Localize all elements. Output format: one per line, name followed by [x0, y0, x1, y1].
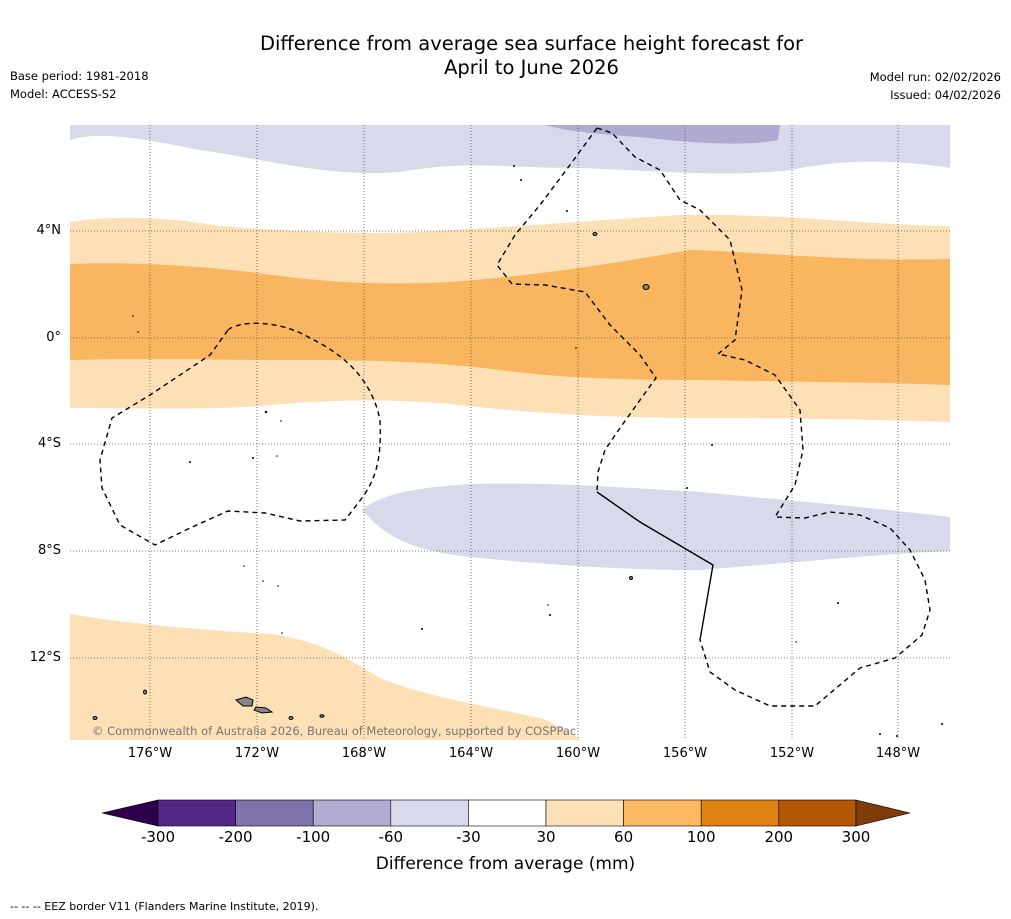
model-name: Model: ACCESS-S2 [10, 87, 117, 101]
title-line-2: April to June 2026 [444, 56, 619, 79]
islands [92, 232, 650, 720]
colorbar-extension-high [855, 799, 911, 827]
base-period: Base period: 1981-2018 [10, 69, 149, 83]
island-savaii [234, 696, 254, 707]
colorbar-bin-4 [390, 799, 469, 827]
lon-label-164w: 164°W [448, 746, 494, 761]
lon-label-168w: 168°W [341, 746, 387, 761]
map-gridlines [70, 125, 950, 740]
negative-anomaly-band-south [362, 483, 950, 570]
eez-border-tuvalu-wallis [99, 322, 382, 546]
lon-label-156w: 156°W [662, 746, 708, 761]
eez-borders [99, 127, 931, 707]
island-upolu [253, 706, 274, 714]
colorbar-label-30: 30 [536, 828, 556, 846]
eez-border-tokelau [596, 127, 931, 707]
colorbar-label-neg60: -60 [378, 828, 404, 846]
colorbar-bin-6 [545, 799, 624, 827]
colorbar-bin-9 [778, 799, 857, 827]
colorbar [101, 799, 911, 827]
colorbar-bin-7 [623, 799, 702, 827]
lat-label-8s: 8°S [37, 543, 61, 558]
positive-anomaly-band-strong [70, 250, 950, 385]
island-atoll-7 [629, 576, 633, 580]
meta-left: Base period: 1981-2018 Model: ACCESS-S2 [10, 67, 149, 103]
lon-label-160w: 160°W [555, 746, 601, 761]
colorbar-bin-5 [468, 799, 547, 827]
lon-label-148w: 148°W [875, 746, 921, 761]
lat-label-4s: 4°S [37, 436, 61, 451]
model-run: Model run: 02/02/2026 [869, 70, 1001, 84]
lon-label-176w: 176°W [127, 746, 173, 761]
island-atoll-3 [143, 689, 147, 695]
colorbar-label-200: 200 [764, 828, 794, 846]
lat-label-12s: 12°S [29, 650, 61, 665]
island-atoll-1 [642, 284, 650, 290]
lat-label-equator: 0° [46, 330, 61, 345]
colorbar-bin-8 [700, 799, 780, 827]
copyright-notice: © Commonwealth of Australia 2026, Bureau… [92, 724, 577, 738]
map-area [70, 125, 950, 740]
island-atoll-2 [592, 232, 598, 236]
colorbar-bin-2 [235, 799, 314, 827]
island-atoll-5 [319, 714, 325, 718]
colorbar-title: Difference from average (mm) [375, 854, 636, 874]
colorbar-bin-1 [157, 799, 236, 827]
maritime-boundary-solid [596, 491, 714, 641]
issued-date: Issued: 04/02/2026 [890, 88, 1001, 102]
colorbar-label-100: 100 [686, 828, 716, 846]
colorbar-label-60: 60 [614, 828, 634, 846]
positive-anomaly-band-south [70, 614, 580, 740]
colorbar-label-neg200: -200 [218, 828, 253, 846]
colorbar-label-neg300: -300 [140, 828, 176, 846]
eez-footnote: -- -- -- EEZ border V11 (Flanders Marine… [10, 900, 319, 913]
island-atoll-6 [92, 716, 98, 720]
meta-right: Model run: 02/02/2026 Issued: 04/02/2026 [870, 68, 1001, 104]
negative-anomaly-patch-north [545, 125, 780, 144]
title-line-1: Difference from average sea surface heig… [259, 32, 804, 55]
small-islets [132, 165, 943, 737]
colorbar-label-300: 300 [841, 828, 871, 846]
colorbar-label-neg100: -100 [296, 828, 331, 846]
colorbar-label-neg30: -30 [456, 828, 481, 846]
lon-label-152w: 152°W [769, 746, 815, 761]
colorbar-bin-3 [312, 799, 392, 827]
lat-label-4n: 4°N [36, 223, 62, 238]
map-title: Difference from average sea surface heig… [0, 32, 1011, 80]
colorbar-extension-low [101, 799, 159, 827]
eez-border-kiribati [496, 127, 657, 493]
island-atoll-4 [288, 716, 294, 720]
lon-label-172w: 172°W [234, 746, 280, 761]
